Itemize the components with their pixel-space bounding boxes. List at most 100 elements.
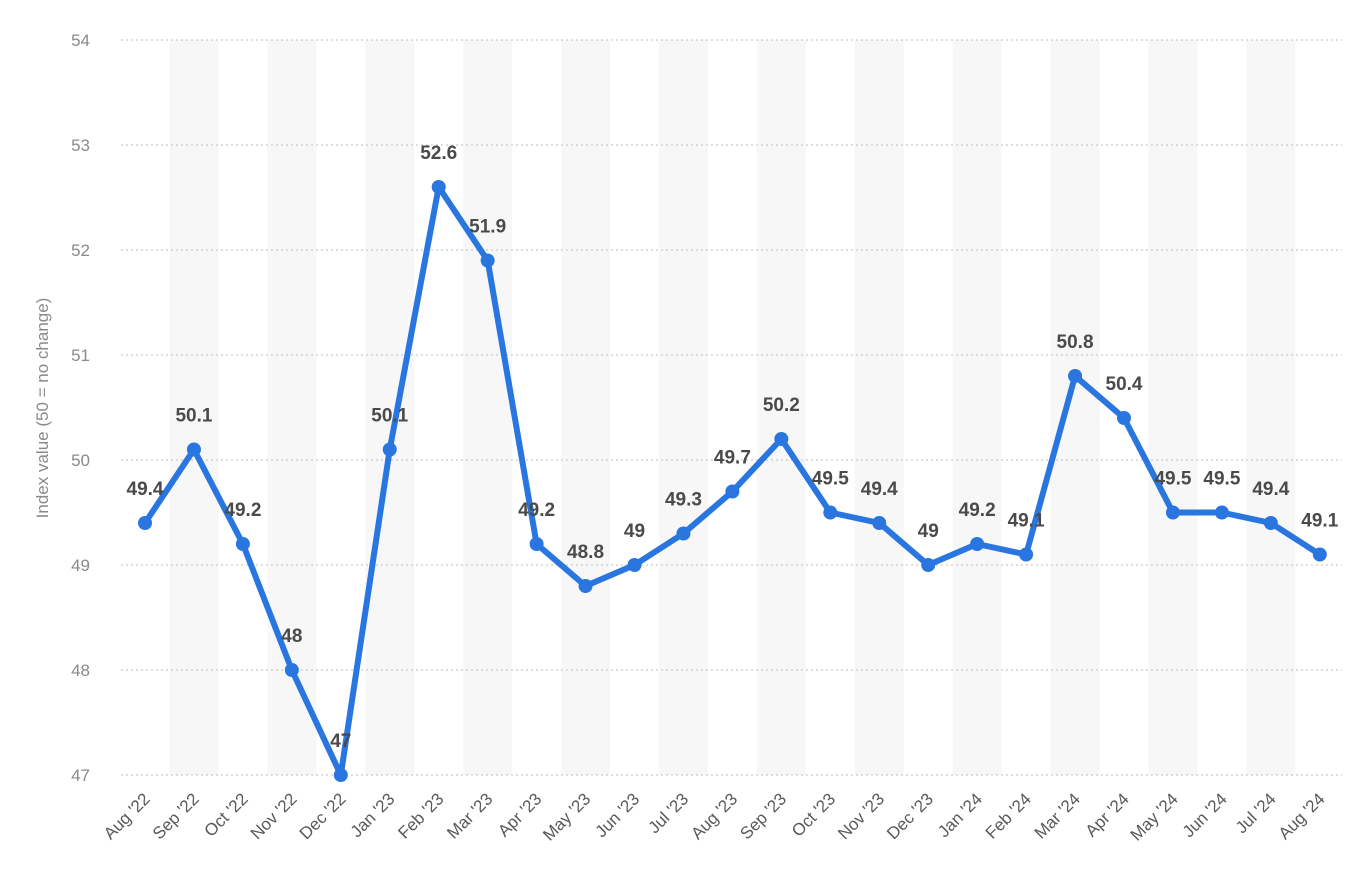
x-tick-label: May '23 bbox=[539, 789, 594, 844]
data-point[interactable] bbox=[1165, 505, 1180, 520]
column-band bbox=[561, 40, 611, 775]
x-tick-label: Jan '23 bbox=[347, 789, 399, 841]
x-tick-label: Jul '24 bbox=[1232, 789, 1280, 837]
x-tick-label: Feb '23 bbox=[394, 789, 447, 842]
data-label: 51.9 bbox=[469, 217, 506, 238]
data-label: 50.1 bbox=[371, 406, 408, 427]
x-tick-label: Oct '23 bbox=[788, 789, 839, 840]
data-label: 47 bbox=[330, 731, 351, 752]
data-label: 49.2 bbox=[959, 500, 996, 521]
data-point[interactable] bbox=[725, 484, 740, 499]
column-band bbox=[463, 40, 513, 775]
data-point[interactable] bbox=[284, 663, 299, 677]
column-band bbox=[1050, 40, 1100, 775]
data-point[interactable] bbox=[1312, 547, 1327, 562]
data-label: 49.4 bbox=[1252, 479, 1289, 500]
x-tick-label: Sep '22 bbox=[149, 789, 203, 843]
data-label: 48 bbox=[281, 626, 302, 647]
data-point[interactable] bbox=[138, 516, 152, 530]
data-label: 49.7 bbox=[714, 448, 751, 469]
data-label: 49.5 bbox=[812, 469, 849, 490]
x-tick-label: Aug '23 bbox=[687, 789, 741, 843]
x-tick-label: Mar '23 bbox=[443, 789, 496, 842]
data-label: 49.2 bbox=[224, 500, 261, 521]
data-point[interactable] bbox=[529, 537, 544, 551]
series-line bbox=[142, 184, 1323, 778]
data-label: 49.5 bbox=[1203, 469, 1240, 490]
data-point[interactable] bbox=[1263, 516, 1278, 530]
data-point[interactable] bbox=[186, 442, 201, 457]
x-tick-label: Nov '22 bbox=[247, 789, 301, 843]
x-tick-label: Oct '22 bbox=[201, 789, 252, 840]
y-tick-label: 52 bbox=[71, 241, 90, 260]
data-point[interactable] bbox=[235, 537, 250, 551]
data-label: 49.4 bbox=[861, 479, 898, 500]
data-label: 49.2 bbox=[518, 500, 555, 521]
y-tick-label: 49 bbox=[71, 556, 90, 575]
column-band bbox=[169, 40, 219, 775]
data-point[interactable] bbox=[1019, 547, 1034, 562]
data-point[interactable] bbox=[872, 516, 887, 530]
column-band bbox=[952, 40, 1002, 775]
data-point[interactable] bbox=[627, 558, 642, 572]
data-point[interactable] bbox=[578, 579, 593, 593]
data-point[interactable] bbox=[1068, 369, 1083, 383]
data-label: 50.2 bbox=[763, 395, 800, 416]
data-label: 49.5 bbox=[1154, 469, 1191, 490]
y-tick-label: 53 bbox=[71, 136, 90, 155]
x-tick-label: May '24 bbox=[1127, 789, 1182, 844]
data-label: 49.3 bbox=[665, 490, 702, 511]
data-label: 50.1 bbox=[175, 406, 212, 427]
data-point[interactable] bbox=[921, 558, 936, 572]
column-bands bbox=[169, 40, 1296, 775]
x-tick-label: Aug '22 bbox=[100, 789, 154, 843]
y-tick-label: 47 bbox=[71, 766, 90, 785]
gridlines bbox=[121, 39, 1342, 776]
data-point[interactable] bbox=[431, 180, 446, 194]
x-tick-label: Dec '22 bbox=[296, 789, 350, 843]
data-label: 52.6 bbox=[420, 143, 457, 164]
data-point[interactable] bbox=[382, 442, 397, 457]
column-band bbox=[1246, 40, 1296, 775]
x-tick-label: Jul '23 bbox=[644, 789, 692, 837]
data-points bbox=[138, 180, 1327, 782]
data-point[interactable] bbox=[1117, 411, 1131, 425]
data-point[interactable] bbox=[1214, 505, 1229, 520]
data-point[interactable] bbox=[970, 537, 985, 551]
data-label: 48.8 bbox=[567, 542, 604, 563]
x-tick-label: Mar '24 bbox=[1031, 789, 1084, 842]
column-band bbox=[365, 40, 415, 775]
y-axis-label: Index value (50 = no change) bbox=[33, 298, 52, 519]
x-tick-label: Jun '24 bbox=[1179, 789, 1231, 841]
data-label: 50.8 bbox=[1057, 332, 1094, 353]
data-label: 49 bbox=[918, 521, 939, 542]
data-label: 49 bbox=[624, 521, 645, 542]
x-tick-label: Sep '23 bbox=[736, 789, 790, 843]
data-point[interactable] bbox=[774, 432, 789, 446]
data-labels: 49.4 50.1 49.2 48 47 50.1 52.6 51.9 49.2 48.8 49 49… bbox=[127, 143, 1339, 752]
y-axis-ticks: 47 48 49 50 51 52 53 54 bbox=[71, 31, 90, 785]
x-tick-label: Nov '23 bbox=[834, 789, 888, 843]
column-band bbox=[756, 40, 806, 775]
column-band bbox=[658, 40, 708, 775]
x-tick-label: Apr '23 bbox=[494, 789, 545, 840]
series-line-layer bbox=[142, 184, 1323, 778]
data-point[interactable] bbox=[676, 526, 691, 541]
y-tick-label: 48 bbox=[71, 661, 90, 680]
data-point[interactable] bbox=[333, 768, 348, 782]
column-band bbox=[267, 40, 317, 775]
data-label: 49.4 bbox=[127, 479, 164, 500]
y-tick-label: 54 bbox=[71, 31, 90, 50]
data-label: 49.1 bbox=[1008, 511, 1045, 532]
data-label: 49.1 bbox=[1301, 511, 1338, 532]
data-point[interactable] bbox=[823, 505, 838, 520]
x-tick-label: Dec '23 bbox=[883, 789, 937, 843]
x-tick-label: Jun '23 bbox=[591, 789, 643, 841]
y-tick-label: 51 bbox=[71, 346, 90, 365]
x-tick-label: Apr '24 bbox=[1082, 789, 1133, 840]
data-point[interactable] bbox=[480, 253, 495, 268]
column-band bbox=[854, 40, 904, 775]
